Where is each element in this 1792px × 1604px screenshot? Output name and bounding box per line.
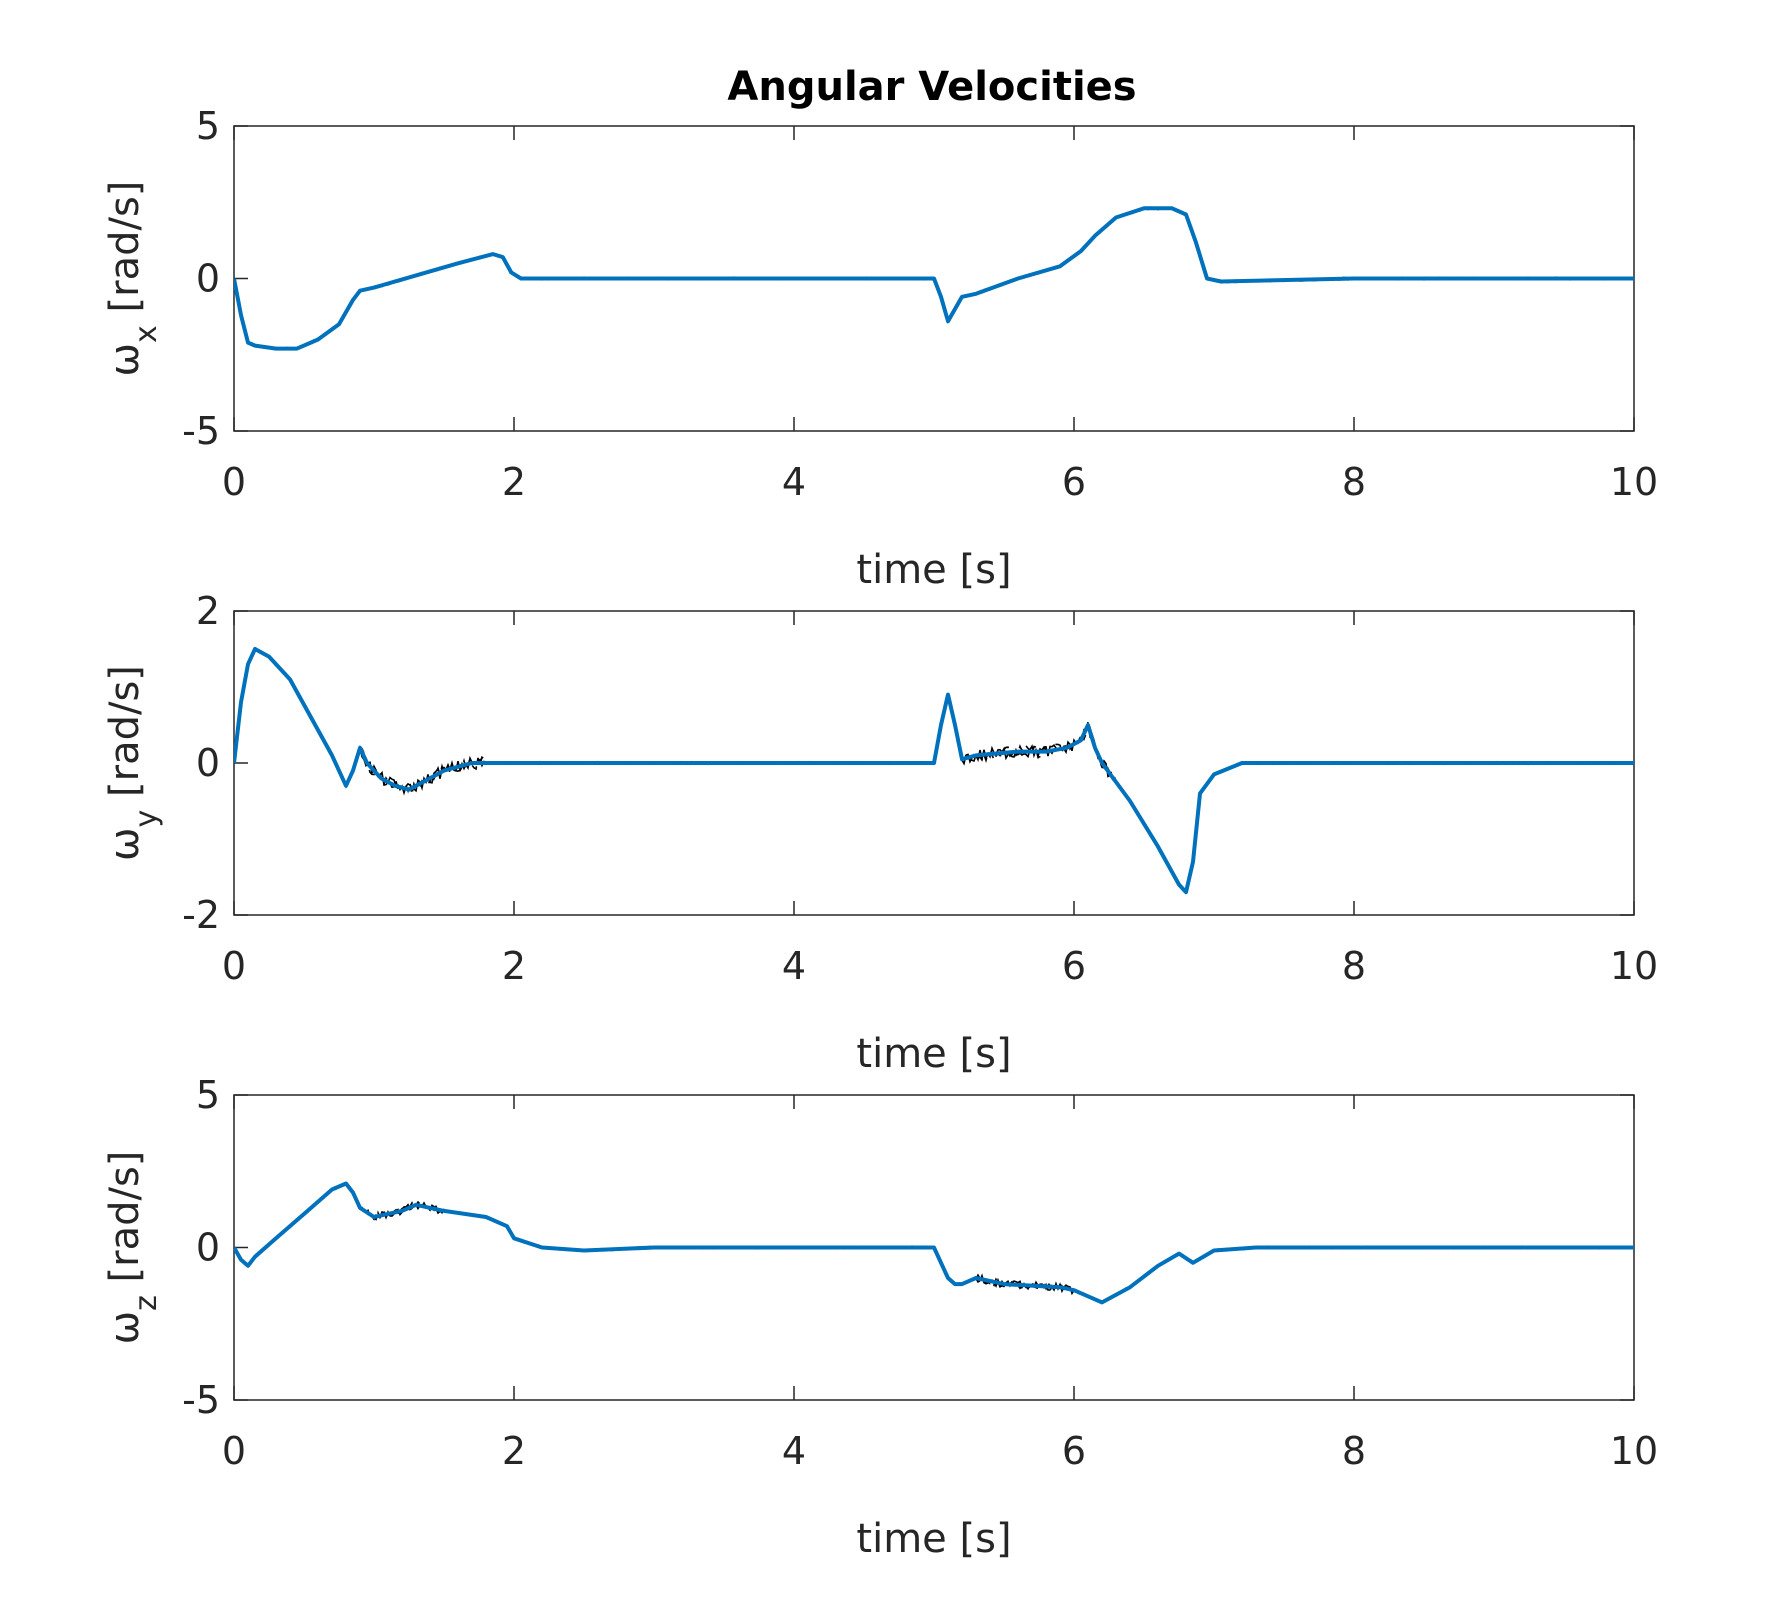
- y-axis-subscript: x: [129, 325, 164, 343]
- y-axis-subscript: y: [129, 810, 164, 828]
- x-tick-label: 2: [502, 460, 526, 504]
- x-tick-label: 10: [1610, 944, 1658, 988]
- x-tick-label: 4: [782, 944, 806, 988]
- estimate-line: [234, 1181, 1634, 1305]
- x-tick-label: 0: [222, 944, 246, 988]
- y-tick-label: 0: [196, 741, 220, 785]
- x-tick-label: 10: [1610, 460, 1658, 504]
- estimate-line: [234, 206, 1634, 351]
- y-axis-symbol: ω: [102, 827, 148, 861]
- x-tick-label: 10: [1610, 1429, 1658, 1473]
- x-tick-label: 0: [222, 1429, 246, 1473]
- y-axis-unit: [rad/s]: [102, 181, 148, 326]
- y-tick-label: -5: [182, 1378, 220, 1422]
- x-tick-label: 4: [782, 460, 806, 504]
- x-tick-label: 6: [1062, 1429, 1086, 1473]
- x-tick-label: 8: [1342, 1429, 1366, 1473]
- x-tick-label: 6: [1062, 460, 1086, 504]
- figure-title: Angular Velocities: [727, 64, 1136, 110]
- estimate-line: [234, 647, 1634, 895]
- x-tick-label: 2: [502, 944, 526, 988]
- y-tick-label: 2: [196, 589, 220, 633]
- y-axis-unit: [rad/s]: [102, 665, 148, 810]
- x-axis-label: time [s]: [856, 1031, 1011, 1077]
- y-tick-label: 0: [196, 1226, 220, 1270]
- y-tick-label: 5: [196, 104, 220, 148]
- y-axis-unit: [rad/s]: [102, 1151, 148, 1296]
- y-axis-label: ωx [rad/s]: [102, 181, 164, 377]
- y-axis-symbol: ω: [102, 1311, 148, 1345]
- x-tick-label: 8: [1342, 944, 1366, 988]
- x-tick-label: 2: [502, 1429, 526, 1473]
- y-axis-label: ωy [rad/s]: [102, 665, 164, 861]
- x-tick-label: 0: [222, 460, 246, 504]
- y-tick-label: -5: [182, 409, 220, 453]
- y-axis-symbol: ω: [102, 343, 148, 377]
- x-tick-label: 6: [1062, 944, 1086, 988]
- x-axis-label: time [s]: [856, 1516, 1011, 1562]
- y-tick-label: -2: [182, 893, 220, 937]
- y-tick-label: 5: [196, 1073, 220, 1117]
- y-axis-subscript: z: [129, 1295, 164, 1311]
- y-axis-label: ωz [rad/s]: [102, 1151, 164, 1345]
- x-tick-label: 8: [1342, 460, 1366, 504]
- x-tick-label: 4: [782, 1429, 806, 1473]
- y-tick-label: 0: [196, 257, 220, 301]
- x-axis-label: time [s]: [856, 547, 1011, 593]
